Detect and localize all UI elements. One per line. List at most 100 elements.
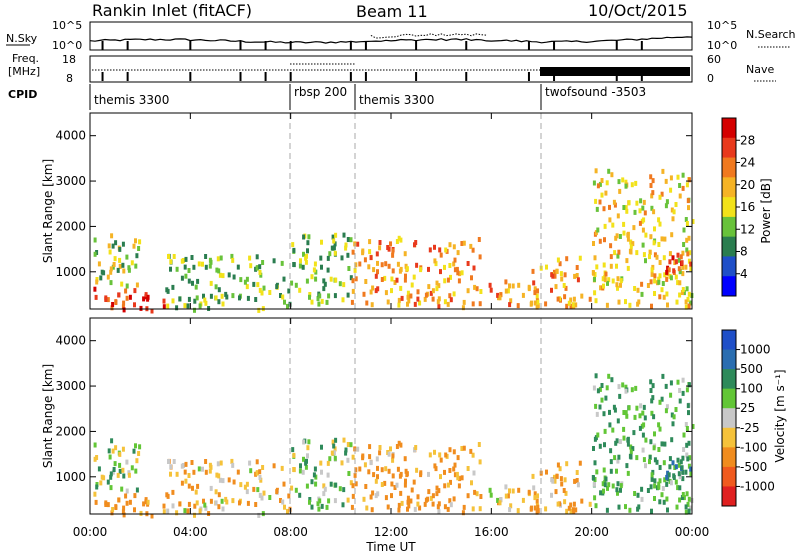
range-cell: [504, 484, 508, 490]
range-cell: [578, 255, 582, 261]
range-cell: [665, 199, 669, 205]
range-cell: [406, 499, 410, 505]
range-cell: [221, 478, 225, 484]
range-cell: [113, 256, 117, 262]
range-cell: [681, 185, 685, 191]
range-cell: [611, 278, 615, 284]
range-cell: [419, 472, 423, 478]
range-cell: [391, 473, 395, 479]
range-cell: [308, 499, 311, 505]
range-cell: [405, 471, 409, 477]
range-cell: [118, 257, 122, 263]
range-cell: [183, 264, 187, 270]
y-tick-label: 3000: [55, 174, 86, 188]
range-cell: [403, 456, 407, 462]
range-cell: [331, 234, 335, 240]
range-cell: [260, 290, 264, 296]
range-cell: [660, 287, 664, 293]
range-cell: [600, 178, 604, 183]
range-cell: [261, 465, 265, 470]
range-cell: [672, 414, 676, 420]
range-cell: [137, 451, 141, 456]
range-cell: [438, 452, 442, 458]
range-cell: [358, 261, 362, 267]
range-cell: [496, 292, 500, 298]
range-cell: [508, 507, 512, 513]
range-cell: [376, 269, 379, 275]
range-cell: [688, 250, 692, 256]
range-cell: [370, 507, 374, 513]
range-cell: [680, 465, 684, 471]
range-cell: [504, 288, 508, 294]
range-cell: [291, 242, 295, 248]
date-label: 10/Oct/2015: [588, 1, 688, 20]
range-cell: [399, 490, 403, 496]
range-cell: [571, 507, 575, 513]
range-cell: [389, 446, 392, 452]
range-cell: [341, 297, 345, 303]
range-cell: [676, 280, 680, 286]
range-cell: [110, 233, 114, 239]
range-cell: [166, 508, 170, 514]
range-cell: [665, 496, 669, 502]
range-cell: [428, 452, 432, 458]
range-cell: [488, 282, 492, 288]
range-cell: [691, 424, 695, 429]
range-cell: [625, 463, 629, 469]
range-cell: [681, 271, 685, 277]
colorbar-segment: [722, 276, 736, 297]
range-cell: [606, 485, 609, 491]
range-cell: [608, 422, 612, 428]
range-cell: [144, 497, 148, 503]
range-cell: [433, 463, 437, 469]
range-cell: [434, 261, 438, 267]
range-cell: [125, 295, 129, 301]
range-cell: [437, 304, 441, 310]
colorbar-segment: [722, 118, 736, 139]
velocity-colorbar-label: Velocity [m s⁻¹]: [773, 369, 787, 462]
range-cell: [374, 478, 378, 484]
range-cell: [452, 244, 456, 250]
range-cell: [685, 182, 689, 188]
range-cell: [109, 269, 113, 275]
range-cell: [175, 471, 179, 477]
range-cell: [613, 407, 617, 413]
range-cell: [677, 257, 681, 263]
range-cell: [291, 447, 295, 453]
range-cell: [334, 482, 338, 488]
range-cell: [670, 437, 674, 443]
range-cell: [650, 303, 653, 309]
range-cell: [414, 240, 418, 245]
range-cell: [635, 455, 639, 461]
range-cell: [471, 247, 475, 253]
range-cell: [595, 469, 599, 475]
range-cell: [109, 266, 113, 272]
range-cell: [682, 227, 686, 233]
range-cell: [631, 446, 635, 452]
range-cell: [391, 252, 395, 258]
range-cell: [658, 499, 662, 505]
range-cell: [554, 284, 558, 290]
range-cell: [657, 242, 661, 247]
range-cell: [404, 478, 407, 484]
range-cell: [460, 475, 464, 481]
range-cell: [678, 292, 682, 298]
range-cell: [186, 303, 190, 309]
range-cell: [633, 414, 637, 420]
range-cell: [412, 479, 416, 485]
range-cell: [563, 499, 567, 505]
range-cell: [106, 502, 110, 508]
range-cell: [466, 261, 470, 266]
range-cell: [604, 190, 608, 196]
range-cell: [354, 262, 358, 268]
range-cell: [395, 482, 399, 488]
colorbar-segment: [722, 388, 736, 409]
range-cell: [670, 232, 674, 238]
range-cell: [386, 504, 390, 510]
range-cell: [208, 263, 212, 269]
range-cell: [629, 444, 633, 450]
range-cell: [461, 510, 465, 516]
range-cell: [93, 442, 97, 448]
range-cell: [142, 501, 146, 507]
power-colorbar: 4 8 12 16 20 24 28: [721, 117, 755, 297]
